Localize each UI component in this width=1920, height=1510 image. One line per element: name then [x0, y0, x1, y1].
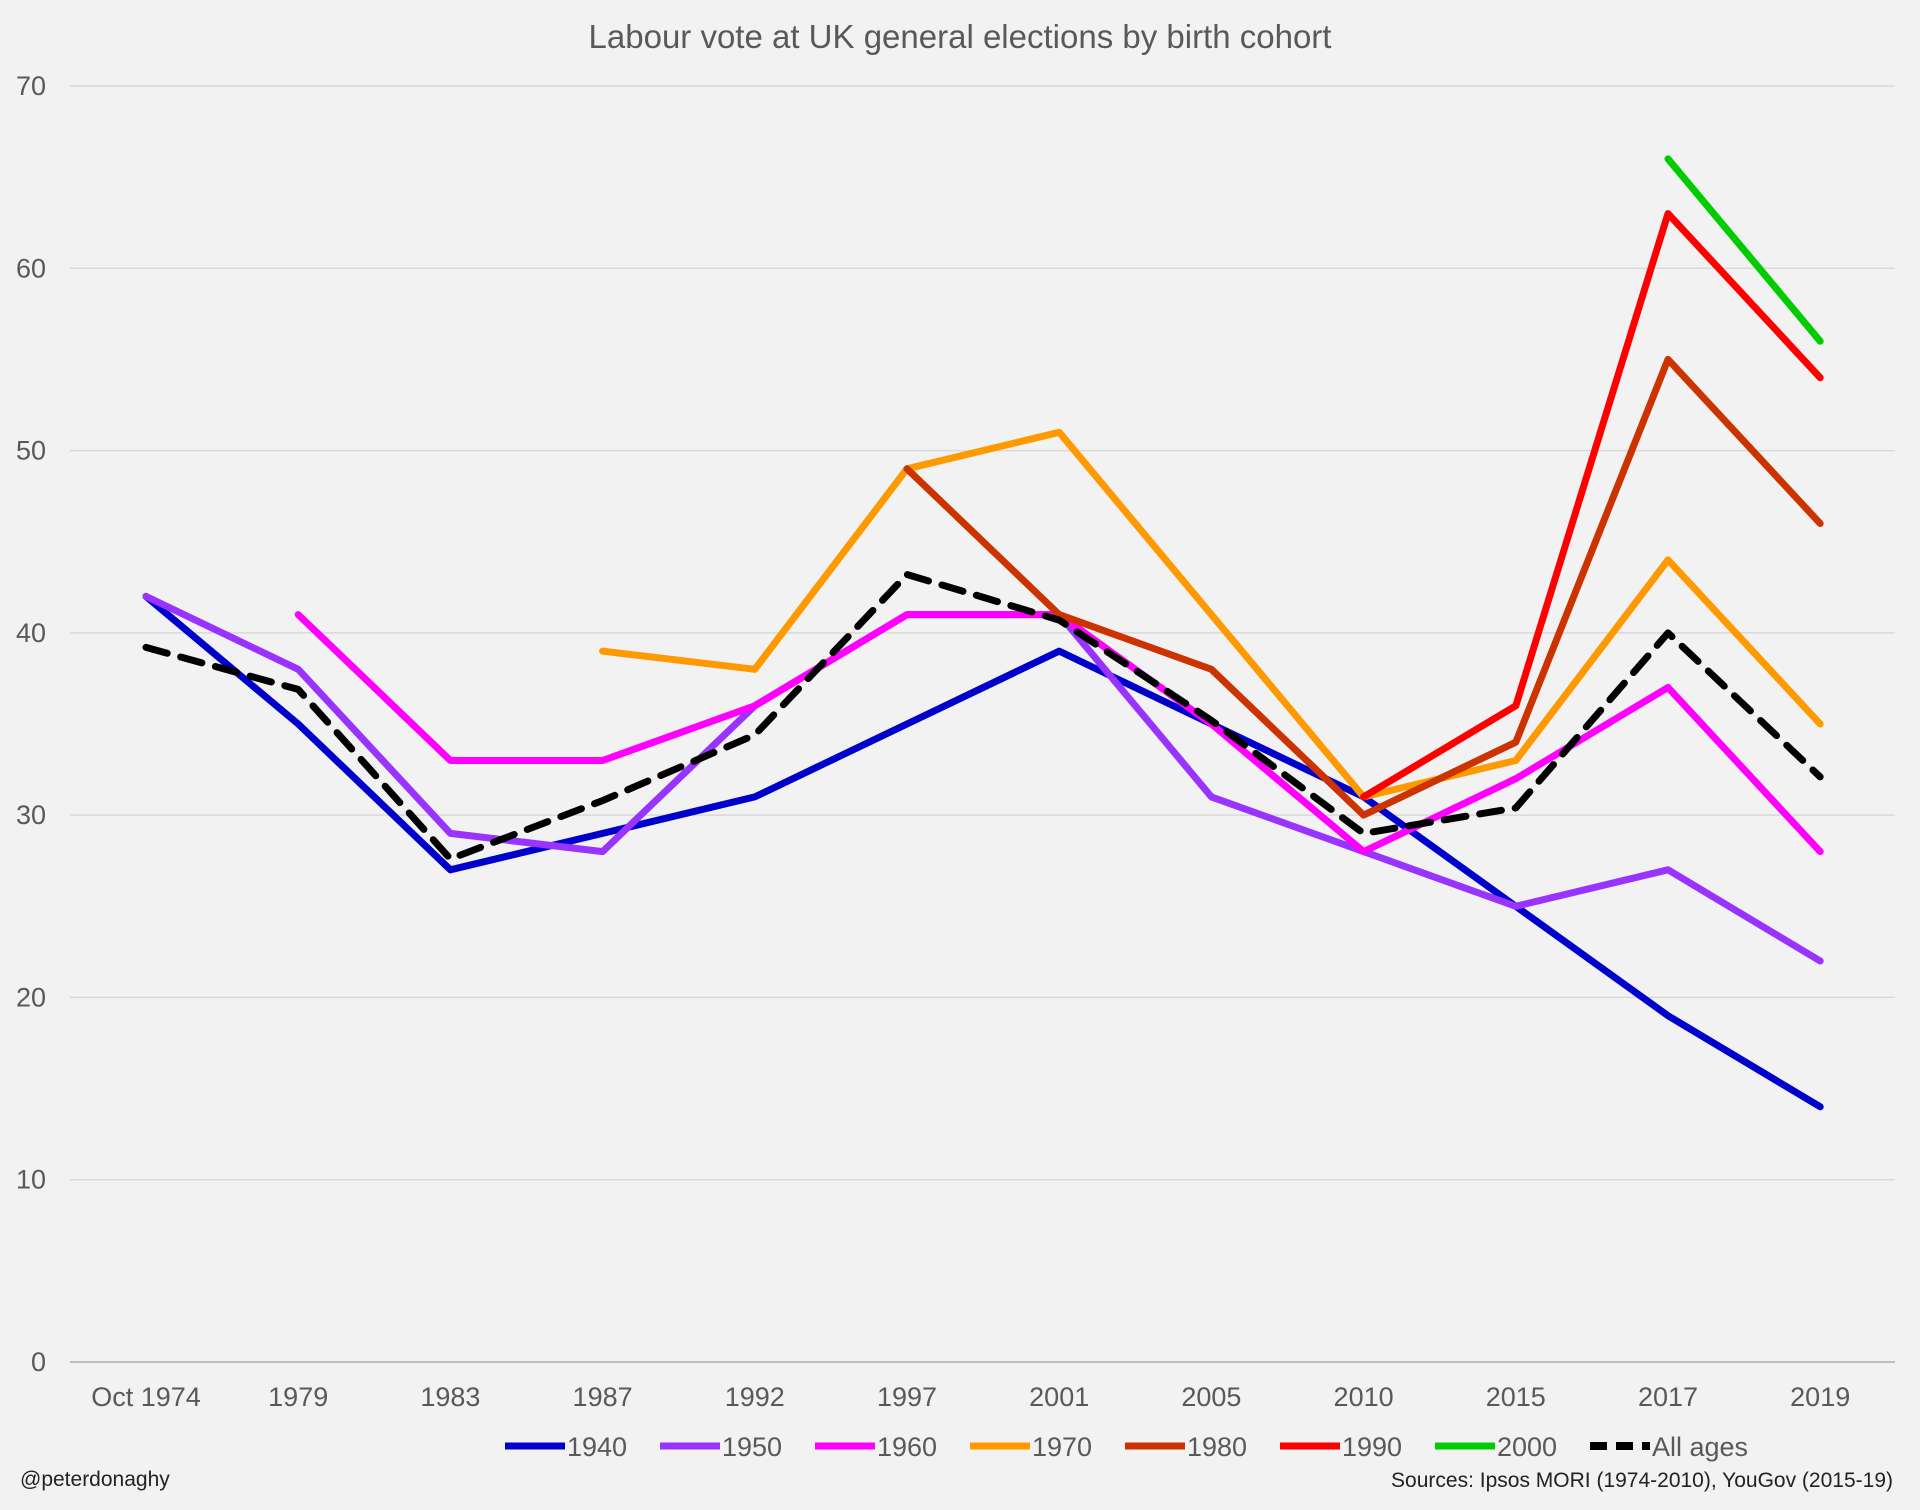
legend-label: 1960: [877, 1432, 937, 1462]
x-axis-ticks: Oct 1974 1979 1983 1987 1992 1997 2001 2005 2010…: [91, 1382, 1850, 1412]
legend-item: 1980: [1125, 1432, 1247, 1462]
x-tick-label: Oct 1974: [91, 1382, 201, 1412]
x-tick-label: 1992: [725, 1382, 785, 1412]
x-tick-label: 1979: [268, 1382, 328, 1412]
legend-item: 1950: [660, 1432, 782, 1462]
x-tick-label: 2001: [1029, 1382, 1089, 1412]
series-1970: [603, 432, 1821, 797]
series-1940: [146, 596, 1820, 1107]
legend-label: 1990: [1342, 1432, 1402, 1462]
y-tick-label: 30: [16, 800, 46, 830]
series-line: [146, 596, 1820, 1106]
legend-item: 1940: [505, 1432, 627, 1462]
x-tick-label: 2017: [1638, 1382, 1698, 1412]
series-1980: [907, 359, 1820, 815]
legend-item: 1990: [1280, 1432, 1402, 1462]
sources-text: Sources: Ipsos MORI (1974-2010), YouGov …: [1391, 1469, 1893, 1492]
x-tick-label: 2015: [1486, 1382, 1546, 1412]
series-2000: [1668, 159, 1820, 341]
y-tick-label: 20: [16, 982, 46, 1012]
legend-label: All ages: [1652, 1432, 1748, 1462]
x-tick-label: 2005: [1181, 1382, 1241, 1412]
legend-item: 1960: [815, 1432, 937, 1462]
y-tick-label: 70: [16, 71, 46, 101]
series-1950: [146, 596, 1820, 961]
chart-title: Labour vote at UK general elections by b…: [589, 18, 1332, 55]
credit-text: @peterdonaghy: [20, 1468, 170, 1491]
y-tick-label: 60: [16, 253, 46, 283]
series-line: [146, 596, 1820, 961]
legend-label: 2000: [1497, 1432, 1557, 1462]
legend-label: 1970: [1032, 1432, 1092, 1462]
x-tick-label: 1997: [877, 1382, 937, 1412]
legend-item: All ages: [1590, 1432, 1748, 1462]
y-tick-label: 40: [16, 618, 46, 648]
x-tick-label: 2019: [1790, 1382, 1850, 1412]
y-tick-label: 0: [31, 1347, 46, 1377]
legend: 1940 1950 1960 1970 1980 1990 2000 All ages: [505, 1432, 1748, 1462]
x-tick-label: 1987: [573, 1382, 633, 1412]
legend-item: 1970: [970, 1432, 1092, 1462]
legend-label: 1950: [722, 1432, 782, 1462]
y-tick-label: 10: [16, 1165, 46, 1195]
x-tick-label: 1983: [420, 1382, 480, 1412]
y-axis-ticks: 0 10 20 30 40 50 60 70: [16, 71, 46, 1377]
y-tick-label: 50: [16, 436, 46, 466]
legend-label: 1980: [1187, 1432, 1247, 1462]
gridlines: [70, 86, 1895, 1362]
legend-item: 2000: [1435, 1432, 1557, 1462]
series-line: [1668, 159, 1820, 341]
legend-label: 1940: [567, 1432, 627, 1462]
x-tick-label: 2010: [1334, 1382, 1394, 1412]
series-line: [907, 359, 1820, 815]
